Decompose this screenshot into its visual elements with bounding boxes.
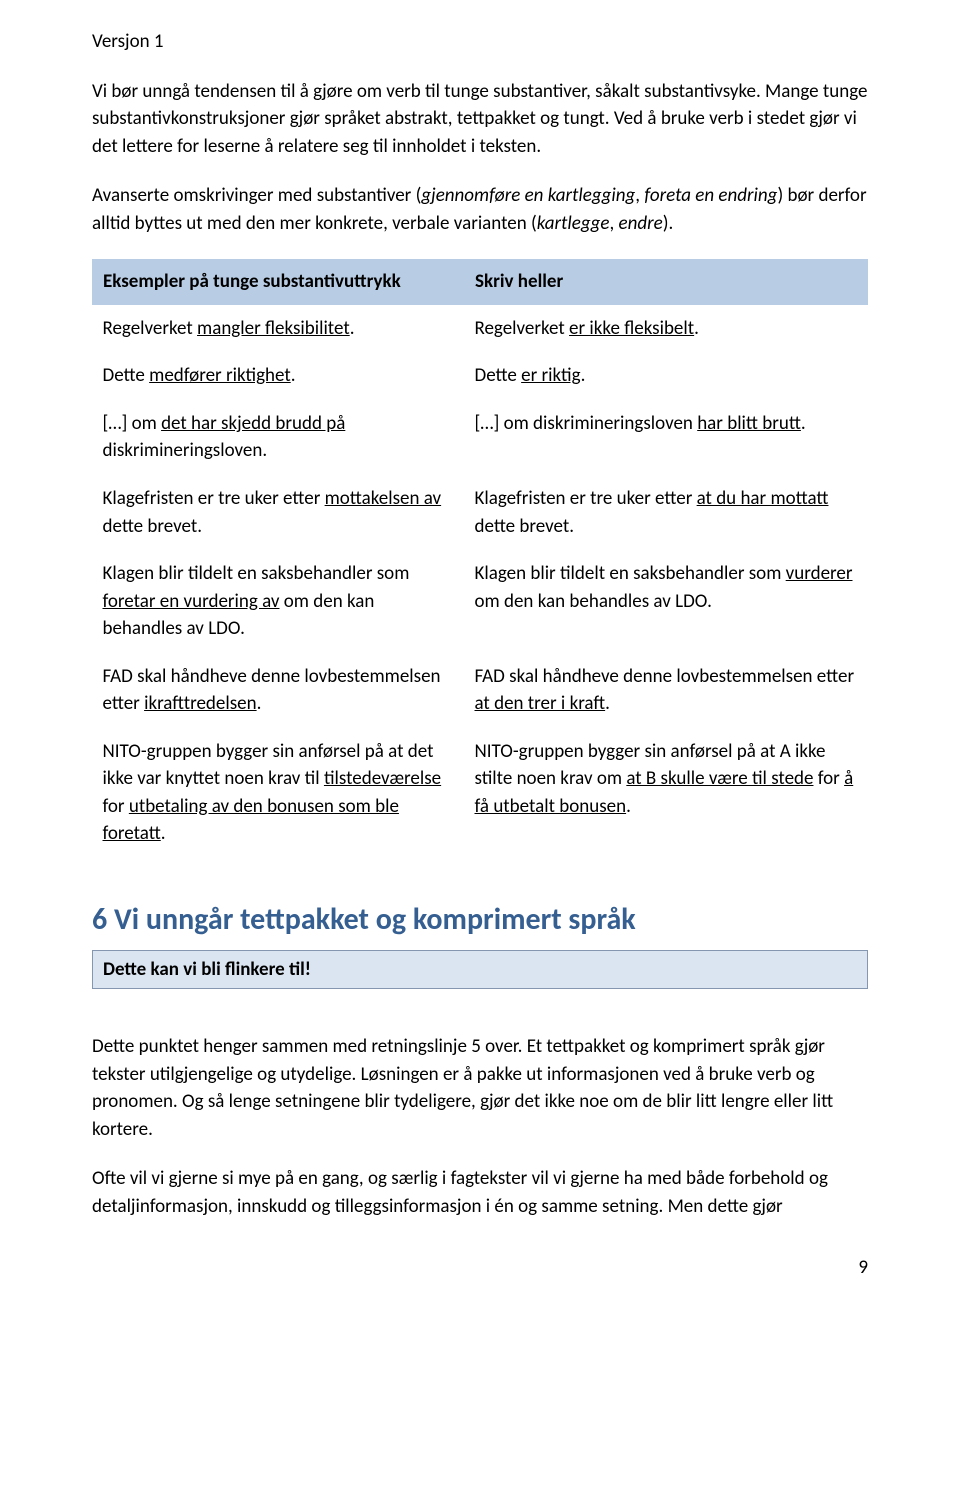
section-6-paragraph-1: Dette punktet henger sammen med retnings… — [92, 1033, 868, 1143]
p2-italic-4: endre — [619, 212, 663, 235]
text-run: . — [694, 317, 699, 340]
text-run: . — [350, 317, 355, 340]
underlined-text: utbetaling av den bonusen som ble foreta… — [103, 795, 399, 846]
text-run: for — [813, 767, 844, 790]
text-run: om den kan behandles av LDO. — [475, 590, 712, 613]
text-run: Klagen blir tildelt en saksbehandler som — [103, 562, 410, 585]
page-number: 9 — [92, 1254, 868, 1302]
p2-text: ). — [663, 212, 674, 235]
p2-italic-2: foreta en endring — [644, 184, 777, 207]
table-row: Regelverket mangler fleksibilitet.Regelv… — [93, 304, 868, 352]
p2-text: , — [609, 212, 618, 235]
underlined-text: at B skulle være til stede — [626, 767, 813, 790]
text-run: Dette — [475, 364, 522, 387]
text-run: Klagefristen er tre uker etter — [475, 487, 697, 510]
text-run: FAD skal håndheve denne lovbestemmelsen … — [475, 665, 855, 688]
underlined-text: har blitt brutt — [697, 412, 801, 435]
table-row: FAD skal håndheve denne lovbestemmelsen … — [93, 653, 868, 728]
table-cell-left: […] om det har skjedd brudd på diskrimin… — [93, 400, 465, 475]
table-cell-right: Klagefristen er tre uker etter at du har… — [465, 475, 868, 550]
underlined-text: det har skjedd brudd på — [161, 412, 345, 435]
underlined-text: vurderer — [786, 562, 853, 585]
text-run: […] om diskrimineringsloven — [475, 412, 698, 435]
underlined-text: mottakelsen av — [325, 487, 442, 510]
p2-text: Avanserte omskrivinger med substantiver … — [92, 184, 421, 207]
table-cell-left: Dette medfører riktighet. — [93, 352, 465, 400]
text-run: […] om — [103, 412, 162, 435]
intro-paragraph-2: Avanserte omskrivinger med substantiver … — [92, 182, 868, 237]
p2-text: , — [635, 184, 644, 207]
p2-italic-3: kartlegge — [537, 212, 610, 235]
text-run: . — [257, 692, 262, 715]
text-run: Klagen blir tildelt en saksbehandler som — [475, 562, 786, 585]
underlined-text: foretar en vurdering av — [103, 590, 280, 613]
text-run: Regelverket — [103, 317, 198, 340]
text-run: . — [291, 364, 296, 387]
table-cell-right: Klagen blir tildelt en saksbehandler som… — [465, 550, 868, 653]
table-cell-left: FAD skal håndheve denne lovbestemmelsen … — [93, 653, 465, 728]
table-row: Klagen blir tildelt en saksbehandler som… — [93, 550, 868, 653]
text-run: diskrimineringsloven. — [103, 439, 268, 462]
section-6-heading: 6 Vi unngår tettpakket og komprimert spr… — [92, 898, 868, 942]
p2-italic-1: gjennomføre en kartlegging — [421, 184, 635, 207]
table-cell-right: NITO-gruppen bygger sin anførsel på at A… — [465, 728, 868, 858]
text-run: dette brevet. — [475, 515, 575, 538]
underlined-text: ikrafttredelsen — [144, 692, 257, 715]
table-row: […] om det har skjedd brudd på diskrimin… — [93, 400, 868, 475]
underlined-text: at den trer i kraft — [475, 692, 606, 715]
text-run: . — [801, 412, 806, 435]
section-6-paragraph-2: Ofte vil vi gjerne si mye på en gang, og… — [92, 1165, 868, 1220]
version-header: Versjon 1 — [92, 28, 868, 56]
table-cell-left: Klagefristen er tre uker etter mottakels… — [93, 475, 465, 550]
text-run: . — [605, 692, 610, 715]
table-cell-left: Regelverket mangler fleksibilitet. — [93, 304, 465, 352]
text-run: . — [161, 822, 166, 845]
text-run: Klagefristen er tre uker etter — [103, 487, 325, 510]
table-cell-right: Dette er riktig. — [465, 352, 868, 400]
table-row: Dette medfører riktighet.Dette er riktig… — [93, 352, 868, 400]
text-run: Dette — [103, 364, 150, 387]
table-cell-right: FAD skal håndheve denne lovbestemmelsen … — [465, 653, 868, 728]
section-6-callout: Dette kan vi bli flinkere til! — [92, 950, 868, 990]
table-header-left: Eksempler på tunge substantivuttrykk — [93, 260, 465, 305]
underlined-text: er ikke fleksibelt — [569, 317, 694, 340]
table-cell-right: […] om diskrimineringsloven har blitt br… — [465, 400, 868, 475]
underlined-text: at du har mottatt — [697, 487, 829, 510]
table-cell-right: Regelverket er ikke fleksibelt. — [465, 304, 868, 352]
intro-paragraph-1: Vi bør unngå tendensen til å gjøre om ve… — [92, 78, 868, 161]
table-cell-left: NITO-gruppen bygger sin anførsel på at d… — [93, 728, 465, 858]
text-run: for — [103, 795, 129, 818]
examples-table: Eksempler på tunge substantivuttrykk Skr… — [92, 259, 868, 858]
table-header-right: Skriv heller — [465, 260, 868, 305]
table-cell-left: Klagen blir tildelt en saksbehandler som… — [93, 550, 465, 653]
text-run: . — [581, 364, 586, 387]
underlined-text: er riktig — [521, 364, 580, 387]
underlined-text: tilstedeværelse — [324, 767, 441, 790]
text-run: dette brevet. — [103, 515, 203, 538]
table-row: Klagefristen er tre uker etter mottakels… — [93, 475, 868, 550]
text-run: Regelverket — [475, 317, 570, 340]
text-run: . — [626, 795, 631, 818]
underlined-text: mangler fleksibilitet — [197, 317, 350, 340]
table-row: NITO-gruppen bygger sin anførsel på at d… — [93, 728, 868, 858]
underlined-text: medfører riktighet — [149, 364, 291, 387]
